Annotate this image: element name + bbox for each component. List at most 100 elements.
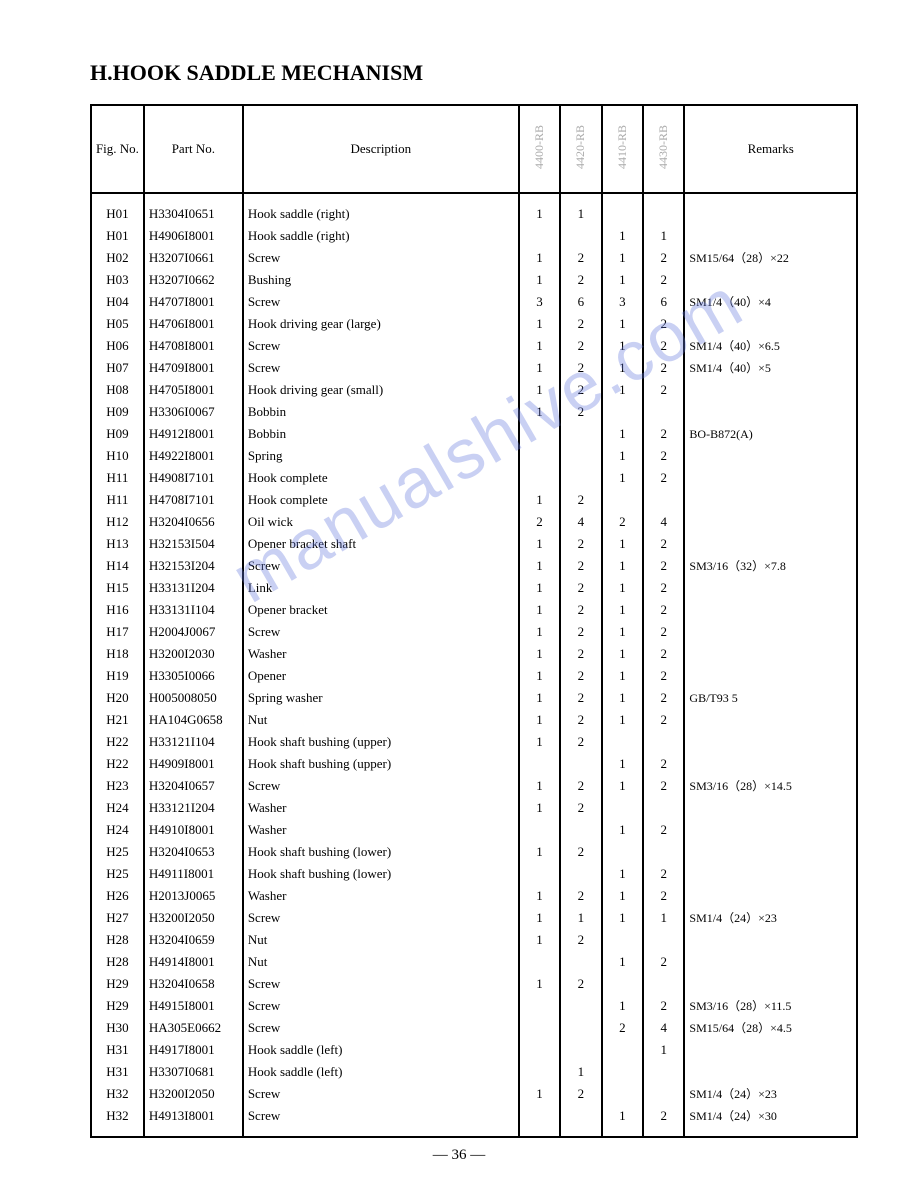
cell-qty-3	[602, 401, 643, 423]
cell-remarks	[684, 379, 857, 401]
cell-fig-no: H22	[91, 731, 144, 753]
cell-remarks	[684, 269, 857, 291]
cell-remarks	[684, 863, 857, 885]
cell-qty-4: 1	[643, 907, 684, 929]
cell-qty-1: 3	[519, 291, 560, 313]
cell-qty-2: 2	[560, 885, 601, 907]
cell-part-no: H4706I8001	[144, 313, 243, 335]
cell-qty-3: 1	[602, 687, 643, 709]
cell-qty-4: 1	[643, 1039, 684, 1061]
cell-fig-no: H02	[91, 247, 144, 269]
table-row: H03H3207I0662Bushing1212	[91, 269, 857, 291]
cell-fig-no: H18	[91, 643, 144, 665]
cell-fig-no: H30	[91, 1017, 144, 1039]
cell-fig-no: H11	[91, 467, 144, 489]
cell-description: Hook driving gear (large)	[243, 313, 519, 335]
cell-part-no: HA305E0662	[144, 1017, 243, 1039]
cell-qty-1: 1	[519, 379, 560, 401]
table-row: H09H4912I8001Bobbin12BO-B872(A)	[91, 423, 857, 445]
table-row: H07H4709I8001Screw1212SM1/4（40）×5	[91, 357, 857, 379]
cell-part-no: H4913I8001	[144, 1105, 243, 1127]
cell-description: Screw	[243, 335, 519, 357]
cell-qty-4: 2	[643, 709, 684, 731]
cell-qty-4: 2	[643, 951, 684, 973]
cell-qty-3: 1	[602, 1105, 643, 1127]
cell-qty-3: 1	[602, 643, 643, 665]
cell-qty-3: 2	[602, 1017, 643, 1039]
table-row: H32H4913I8001Screw12SM1/4（24）×30	[91, 1105, 857, 1127]
cell-qty-3: 1	[602, 379, 643, 401]
cell-fig-no: H12	[91, 511, 144, 533]
cell-qty-1: 1	[519, 621, 560, 643]
cell-qty-3	[602, 731, 643, 753]
cell-qty-3	[602, 797, 643, 819]
table-row: H14H32153I204Screw1212SM3/16（32）×7.8	[91, 555, 857, 577]
cell-remarks	[684, 489, 857, 511]
cell-remarks: SM1/4（40）×4	[684, 291, 857, 313]
cell-part-no: H2013J0065	[144, 885, 243, 907]
cell-part-no: H4909I8001	[144, 753, 243, 775]
cell-description: Hook shaft bushing (lower)	[243, 841, 519, 863]
cell-description: Spring	[243, 445, 519, 467]
cell-part-no: H3200I2050	[144, 1083, 243, 1105]
cell-qty-3: 1	[602, 775, 643, 797]
cell-fig-no: H25	[91, 863, 144, 885]
cell-qty-3: 1	[602, 709, 643, 731]
cell-qty-4: 2	[643, 863, 684, 885]
cell-part-no: H4705I8001	[144, 379, 243, 401]
cell-remarks	[684, 951, 857, 973]
cell-part-no: H4915I8001	[144, 995, 243, 1017]
cell-qty-1: 1	[519, 841, 560, 863]
cell-part-no: H33131I104	[144, 599, 243, 621]
cell-remarks	[684, 797, 857, 819]
table-row: H10H4922I8001Spring12	[91, 445, 857, 467]
cell-qty-4: 2	[643, 423, 684, 445]
cell-remarks	[684, 1039, 857, 1061]
cell-qty-1	[519, 1061, 560, 1083]
table-row: H22H4909I8001Hook shaft bushing (upper)1…	[91, 753, 857, 775]
cell-qty-1: 1	[519, 797, 560, 819]
cell-qty-2: 2	[560, 929, 601, 951]
cell-remarks	[684, 665, 857, 687]
table-row: H27H3200I2050Screw1111SM1/4（24）×23	[91, 907, 857, 929]
cell-fig-no: H03	[91, 269, 144, 291]
cell-qty-1: 1	[519, 247, 560, 269]
cell-part-no: H3200I2030	[144, 643, 243, 665]
table-row: H12H3204I0656Oil wick2424	[91, 511, 857, 533]
table-row: H08H4705I8001Hook driving gear (small)12…	[91, 379, 857, 401]
page-number: — 36 —	[0, 1147, 918, 1164]
cell-description: Washer	[243, 885, 519, 907]
cell-qty-1: 1	[519, 489, 560, 511]
cell-qty-2	[560, 819, 601, 841]
table-row: H01H4906I8001Hook saddle (right)11	[91, 225, 857, 247]
cell-description: Hook saddle (left)	[243, 1061, 519, 1083]
cell-remarks	[684, 511, 857, 533]
cell-fig-no: H22	[91, 753, 144, 775]
cell-fig-no: H13	[91, 533, 144, 555]
cell-qty-4: 2	[643, 335, 684, 357]
table-row: H19H3305I0066Opener1212	[91, 665, 857, 687]
cell-qty-1: 1	[519, 577, 560, 599]
cell-qty-4: 2	[643, 885, 684, 907]
table-row: H02H3207I0661Screw1212SM15/64（28）×22	[91, 247, 857, 269]
table-row: H24H4910I8001Washer12	[91, 819, 857, 841]
cell-qty-2: 2	[560, 687, 601, 709]
cell-fig-no: H19	[91, 665, 144, 687]
cell-qty-1	[519, 951, 560, 973]
cell-remarks: SM1/4（40）×6.5	[684, 335, 857, 357]
cell-fig-no: H27	[91, 907, 144, 929]
cell-qty-2: 1	[560, 1061, 601, 1083]
cell-qty-3	[602, 1039, 643, 1061]
cell-qty-1: 1	[519, 643, 560, 665]
cell-part-no: H3207I0662	[144, 269, 243, 291]
cell-qty-1: 2	[519, 511, 560, 533]
table-header-row: Fig. No. Part No. Description 4400-RB 44…	[91, 105, 857, 193]
table-row: H06H4708I8001Screw1212SM1/4（40）×6.5	[91, 335, 857, 357]
cell-qty-3: 1	[602, 577, 643, 599]
cell-qty-2: 2	[560, 1083, 601, 1105]
cell-qty-4: 2	[643, 555, 684, 577]
cell-qty-2	[560, 1039, 601, 1061]
cell-remarks	[684, 621, 857, 643]
cell-description: Washer	[243, 643, 519, 665]
cell-qty-3: 1	[602, 533, 643, 555]
